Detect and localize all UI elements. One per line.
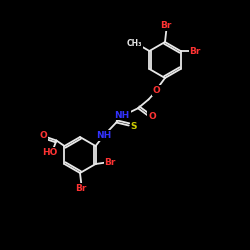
Text: NH: NH (114, 110, 130, 120)
Text: Br: Br (190, 46, 201, 56)
Text: Br: Br (104, 158, 116, 167)
Text: HO: HO (42, 148, 57, 157)
Text: Br: Br (160, 21, 172, 30)
Text: S: S (130, 122, 137, 131)
Text: NH: NH (96, 131, 111, 140)
Text: Br: Br (76, 184, 87, 193)
Text: O: O (40, 132, 47, 140)
Text: O: O (153, 86, 160, 95)
Text: CH₃: CH₃ (127, 39, 142, 48)
Text: O: O (148, 112, 156, 121)
